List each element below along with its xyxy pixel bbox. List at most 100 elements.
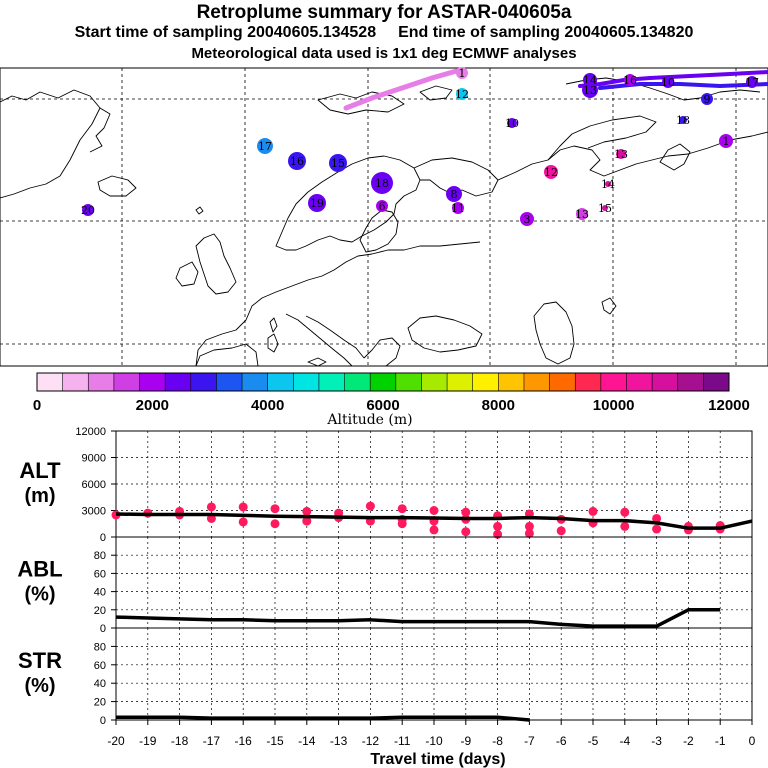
- altitude-point: [620, 507, 630, 517]
- y-tick-label: 3000: [82, 506, 106, 518]
- altitude-point: [461, 507, 471, 517]
- cluster-marker: [544, 165, 558, 179]
- y-tick-label: 40: [94, 587, 106, 599]
- y-axis-unit: (m): [24, 485, 55, 507]
- cluster-label: 15: [598, 202, 612, 215]
- altitude-point: [238, 502, 248, 512]
- altitude-point: [556, 526, 566, 536]
- altitude-point: [620, 521, 630, 531]
- colorbar-tick-label: 0: [33, 397, 41, 414]
- coast-iberia: [195, 343, 259, 367]
- colorbar-cell: [703, 373, 730, 391]
- cluster-marker: [446, 186, 462, 202]
- cluster-label: 12: [455, 88, 469, 101]
- sampling-times: Start time of sampling 20040605.134528 En…: [0, 24, 768, 42]
- cluster-label: 20: [81, 204, 95, 217]
- colorbar-cell: [88, 373, 115, 391]
- cluster-label: 18: [676, 114, 690, 127]
- colorbar-cell: [523, 373, 550, 391]
- cluster-label: 17: [258, 140, 272, 153]
- altitude-point: [429, 506, 439, 515]
- altitude-colorbar: 0 2000 4000 6000 8000 10000 12000 Altitude (m): [33, 372, 750, 428]
- x-tick-label: -5: [588, 734, 599, 748]
- coast-novaya-zemlya: [547, 115, 657, 161]
- coast-faroe: [195, 206, 204, 215]
- colorbar-cell: [472, 373, 499, 391]
- x-tick-label: -10: [425, 734, 443, 748]
- coast-greenland: [0, 89, 101, 199]
- altitude-point: [302, 516, 312, 526]
- cluster-marker: [616, 149, 626, 159]
- coast-caspian: [533, 301, 575, 365]
- x-tick-label: -13: [330, 734, 348, 748]
- altitude-point: [429, 525, 439, 535]
- cluster-marker: [701, 93, 713, 105]
- colorbar-cell: [216, 373, 243, 391]
- y-tick-label: 9000: [82, 453, 106, 465]
- x-tick-label: -20: [107, 734, 125, 748]
- cluster-marker: [679, 116, 687, 124]
- coast-baltic: [359, 209, 399, 253]
- x-tick-label: -18: [171, 734, 189, 748]
- altitude-point: [493, 521, 503, 531]
- time-series-panels: 120009000600030000ALT(m)806040200ABL(%)8…: [17, 426, 755, 768]
- colorbar-cell: [626, 373, 653, 391]
- y-axis-unit: (%): [24, 675, 55, 697]
- x-tick-label: -11: [394, 734, 411, 748]
- altitude-point: [238, 517, 248, 527]
- cluster-marker: [576, 208, 588, 220]
- x-tick-label: -2: [683, 734, 694, 748]
- colorbar-cell: [600, 373, 627, 391]
- series-line-alt: [115, 512, 753, 530]
- cluster-marker: [582, 82, 598, 98]
- colorbar-cell: [242, 373, 269, 391]
- colorbar-cell: [575, 373, 602, 391]
- colorbar-cell: [395, 373, 422, 391]
- altitude-point: [365, 501, 375, 511]
- colorbar-cell: [652, 373, 679, 391]
- cluster-marker: [719, 134, 733, 148]
- cluster-marker: [257, 138, 273, 154]
- coast-taimyr: [565, 77, 761, 101]
- altitude-point: [270, 519, 280, 529]
- cluster-marker: [371, 172, 393, 194]
- y-tick-label: 40: [94, 678, 106, 690]
- cluster-label: 18: [375, 177, 389, 190]
- coast-black-sea: [407, 315, 483, 353]
- altitude-point: [652, 524, 662, 534]
- colorbar-cell: [190, 373, 217, 391]
- x-tick-label: 0: [749, 734, 756, 748]
- trajectory-line-1: [343, 67, 463, 111]
- cluster-marker: [376, 200, 388, 212]
- colorbar-cell: [421, 373, 448, 391]
- y-tick-label: 0: [100, 715, 106, 727]
- coast-yamal: [659, 143, 691, 171]
- colorbar-tick-label: 6000: [366, 397, 399, 414]
- colorbar-cell: [498, 373, 525, 391]
- cluster-label: 15: [331, 157, 345, 170]
- y-tick-label: 60: [94, 568, 106, 580]
- cluster-label: 19: [310, 197, 324, 210]
- x-tick-label: -9: [460, 734, 471, 748]
- trajectory-line-3: [598, 82, 768, 90]
- y-axis-label: ABL: [17, 557, 62, 582]
- colorbar-cell: [549, 373, 576, 391]
- cluster-label: 1: [459, 67, 466, 80]
- map-panel: 1 12 14 13 16 10 17 9 10 18 17 16 15 18 13 12 19 20 811 6 3 1…: [0, 67, 768, 367]
- cluster-label: 13: [614, 148, 628, 161]
- y-tick-label: 12000: [75, 426, 106, 438]
- panel-alt: 12000 9000 6000 3000 0 ALT(m): [19, 426, 753, 544]
- colorbar-cell: [344, 373, 371, 391]
- colorbar-cell: [267, 373, 294, 391]
- y-tick-label: 0: [100, 532, 106, 544]
- cluster-marker: [329, 154, 347, 172]
- trajectory-line-2: [578, 70, 768, 88]
- altitude-point: [397, 504, 407, 514]
- coast-kola-white-sea: [413, 157, 499, 197]
- cluster-label: 13: [575, 208, 589, 221]
- coast-iceland: [97, 175, 137, 197]
- cluster-label: 8: [451, 188, 458, 201]
- cluster-label: 16: [623, 74, 637, 87]
- cluster-label: 10: [661, 76, 675, 89]
- x-tick-label: -6: [556, 734, 567, 748]
